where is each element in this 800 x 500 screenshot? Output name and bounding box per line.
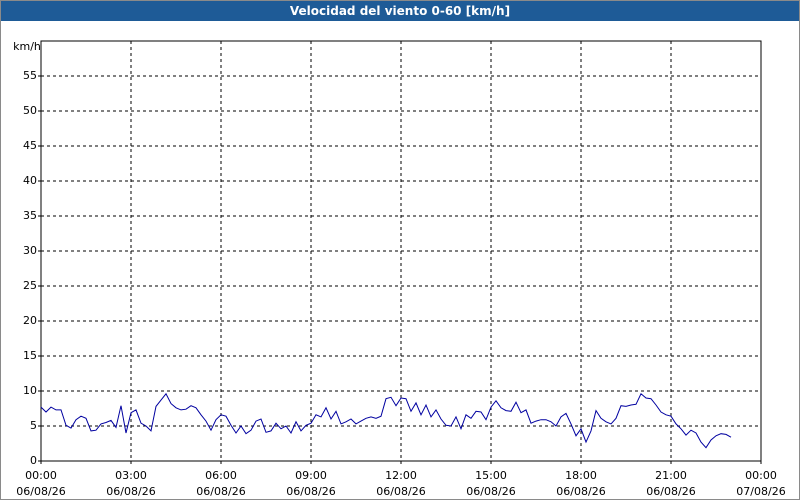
y-axis-unit: km/h (13, 40, 41, 53)
y-tick-label: 50 (23, 104, 37, 117)
x-tick-label: 09:00 06/08/26 (286, 469, 335, 498)
x-tick-label: 15:00 06/08/26 (466, 469, 515, 498)
chart-title: Velocidad del viento 0-60 [km/h] (1, 1, 799, 21)
x-tick-label: 21:00 06/08/26 (646, 469, 695, 498)
y-tick-label: 0 (30, 454, 37, 467)
y-tick-label: 20 (23, 314, 37, 327)
y-tick-label: 10 (23, 384, 37, 397)
x-tick-label: 18:00 06/08/26 (556, 469, 605, 498)
plot-frame (40, 40, 762, 462)
x-tick-label: 03:00 06/08/26 (106, 469, 155, 498)
y-tick-label: 35 (23, 209, 37, 222)
x-tick-label: 00:00 07/08/26 (736, 469, 785, 498)
x-tick-label: 12:00 06/08/26 (376, 469, 425, 498)
data-line (40, 392, 732, 449)
y-tick-label: 30 (23, 244, 37, 257)
y-tick-label: 15 (23, 349, 37, 362)
y-tick-label: 55 (23, 69, 37, 82)
y-tick-label: 40 (23, 174, 37, 187)
x-tick-label: 06:00 06/08/26 (196, 469, 245, 498)
y-tick-label: 45 (23, 139, 37, 152)
y-tick-label: 5 (30, 419, 37, 432)
x-tick-label: 00:00 06/08/26 (16, 469, 65, 498)
y-tick-label: 25 (23, 279, 37, 292)
